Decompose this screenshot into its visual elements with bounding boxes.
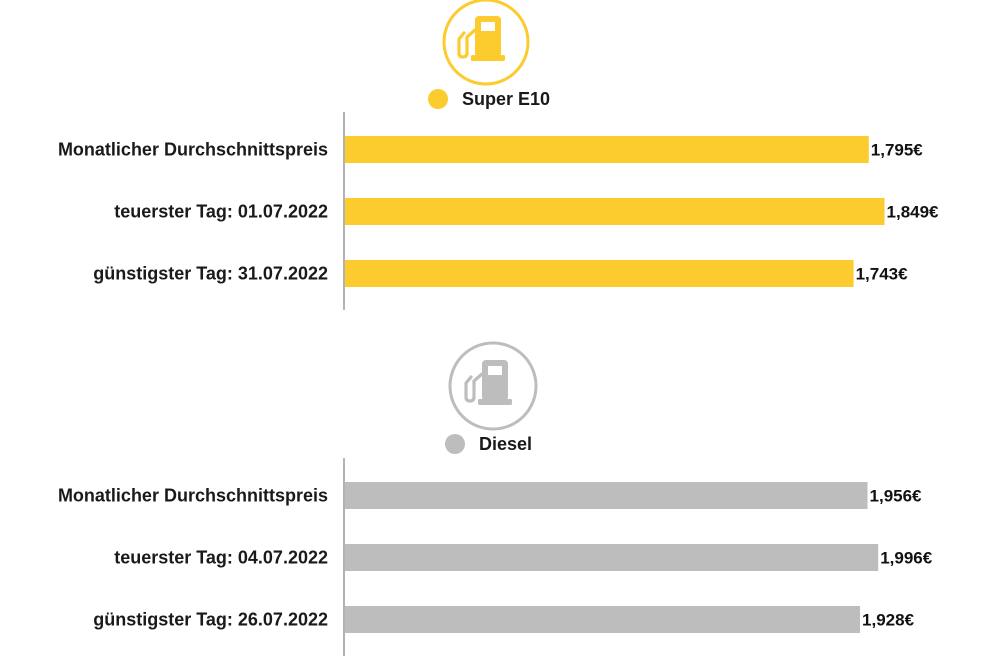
legend-label: Super E10 — [462, 89, 550, 109]
pump-hose — [457, 28, 477, 59]
bar — [345, 482, 868, 509]
pump-window — [481, 22, 495, 31]
chart-panel-1: Super E10 Monatlicher Durchschnittspreis 1… — [58, 0, 939, 310]
category-label: günstigster Tag: 31.07.2022 — [93, 264, 328, 284]
category-label: teuerster Tag: 04.07.2022 — [114, 548, 328, 568]
bar — [345, 136, 869, 163]
legend: Diesel — [445, 434, 532, 454]
pump-hose — [464, 372, 484, 403]
pump-base — [478, 399, 512, 405]
bar — [345, 606, 861, 633]
category-label: teuerster Tag: 01.07.2022 — [114, 202, 328, 222]
fuel-pump-icon — [442, 0, 530, 86]
value-label: 1,849€ — [887, 203, 940, 222]
category-label: Monatlicher Durchschnittspreis — [58, 140, 328, 160]
legend: Super E10 — [428, 89, 550, 109]
chart-panel-2: Diesel Monatlicher Durchschnittspreis 1,95… — [58, 341, 933, 656]
legend-label: Diesel — [479, 434, 532, 454]
value-label: 1,956€ — [870, 487, 923, 506]
legend-swatch — [445, 434, 465, 454]
category-label: Monatlicher Durchschnittspreis — [58, 486, 328, 506]
fuel-pump-icon — [448, 341, 538, 431]
legend-swatch — [428, 89, 448, 109]
value-label: 1,795€ — [871, 141, 924, 160]
bar — [345, 544, 879, 571]
pump-base — [471, 55, 505, 61]
bar — [345, 260, 854, 287]
bar — [345, 198, 885, 225]
value-label: 1,928€ — [862, 611, 915, 630]
category-label: günstigster Tag: 26.07.2022 — [93, 610, 328, 630]
value-label: 1,743€ — [856, 265, 909, 284]
pump-window — [488, 366, 502, 375]
value-label: 1,996€ — [880, 549, 933, 568]
